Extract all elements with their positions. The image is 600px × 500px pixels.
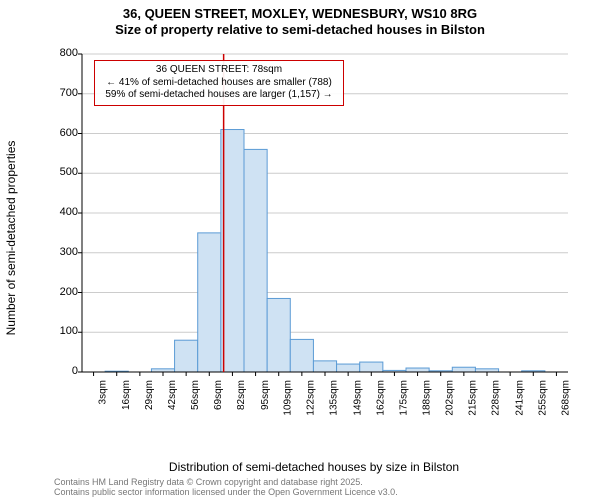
x-axis-label: Distribution of semi-detached houses by …: [54, 460, 574, 474]
reference-callout: 36 QUEEN STREET: 78sqm ← 41% of semi-det…: [94, 60, 344, 106]
x-tick: 42sqm: [167, 380, 178, 410]
x-tick: 135sqm: [329, 380, 340, 416]
x-tick: 162sqm: [375, 380, 386, 416]
x-tick: 16sqm: [121, 380, 132, 410]
y-tick: 100: [48, 325, 78, 337]
y-tick: 0: [48, 365, 78, 377]
y-tick: 600: [48, 127, 78, 139]
y-tick: 500: [48, 166, 78, 178]
x-tick: 29sqm: [144, 380, 155, 410]
y-tick: 200: [48, 286, 78, 298]
x-tick: 228sqm: [491, 380, 502, 416]
chart-title: 36, QUEEN STREET, MOXLEY, WEDNESBURY, WS…: [0, 0, 600, 39]
x-tick: 122sqm: [306, 380, 317, 416]
container: 36, QUEEN STREET, MOXLEY, WEDNESBURY, WS…: [0, 0, 600, 500]
x-tick: 255sqm: [537, 380, 548, 416]
y-tick: 700: [48, 87, 78, 99]
x-tick: 215sqm: [468, 380, 479, 416]
plot-area: 36 QUEEN STREET: 78sqm ← 41% of semi-det…: [54, 48, 574, 428]
x-tick: 149sqm: [352, 380, 363, 416]
title-line-1: 36, QUEEN STREET, MOXLEY, WEDNESBURY, WS…: [0, 6, 600, 22]
x-tick: 82sqm: [236, 380, 247, 410]
x-tick: 56sqm: [190, 380, 201, 410]
x-tick: 95sqm: [260, 380, 271, 410]
callout-line-3: 59% of semi-detached houses are larger (…: [101, 89, 337, 102]
y-axis-label: Number of semi-detached properties: [4, 48, 22, 428]
attribution-footer: Contains HM Land Registry data © Crown c…: [54, 478, 574, 498]
x-tick: 3sqm: [98, 380, 109, 404]
x-tick: 241sqm: [514, 380, 525, 416]
callout-line-2: ← 41% of semi-detached houses are smalle…: [101, 77, 337, 90]
y-tick: 400: [48, 206, 78, 218]
y-tick: 800: [48, 47, 78, 59]
x-tick: 69sqm: [213, 380, 224, 410]
x-tick: 202sqm: [445, 380, 456, 416]
title-line-2: Size of property relative to semi-detach…: [0, 22, 600, 38]
x-tick: 175sqm: [398, 380, 409, 416]
x-tick: 188sqm: [422, 380, 433, 416]
x-tick: 268sqm: [560, 380, 571, 416]
y-tick: 300: [48, 246, 78, 258]
callout-line-1: 36 QUEEN STREET: 78sqm: [101, 64, 337, 77]
x-tick: 109sqm: [283, 380, 294, 416]
footer-line-2: Contains public sector information licen…: [54, 488, 574, 498]
